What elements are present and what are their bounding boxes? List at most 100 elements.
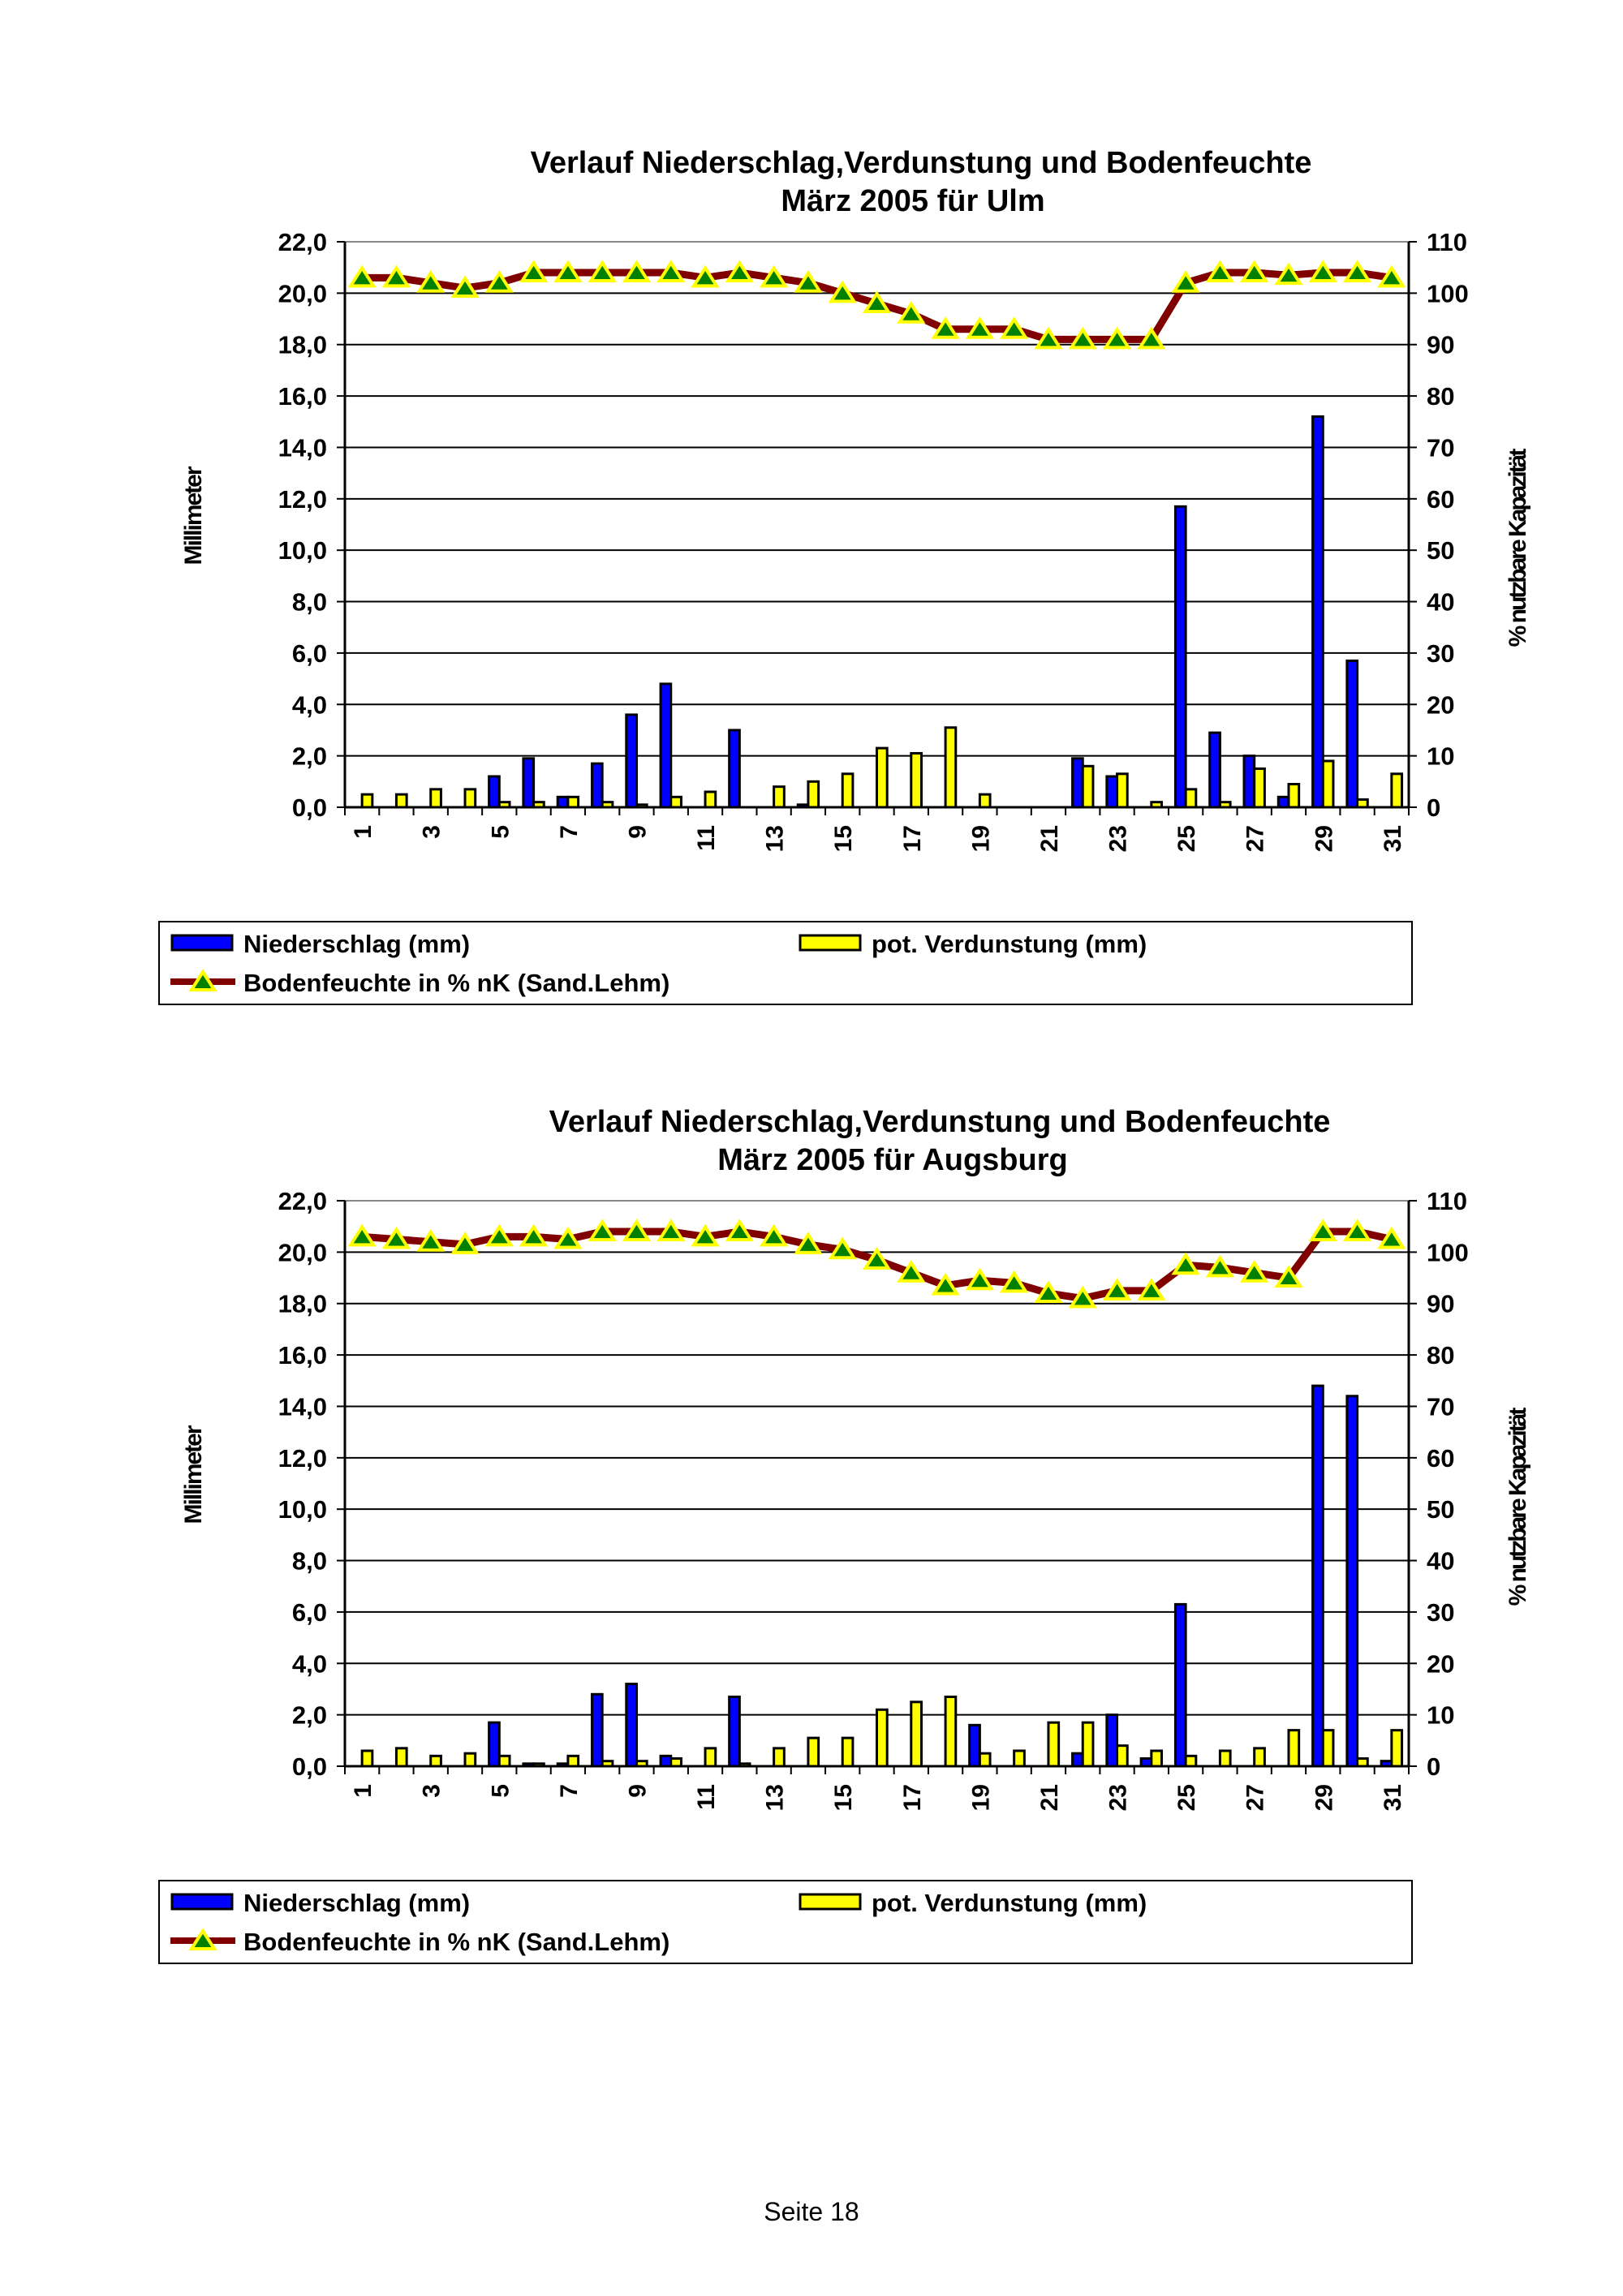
soil-moisture-marker <box>381 264 411 288</box>
precip-bar <box>659 1754 673 1768</box>
y-tick-label: 8,0 <box>292 588 327 617</box>
evap-bar <box>1253 1747 1266 1768</box>
evap-bar <box>738 1762 751 1768</box>
soil-moisture-marker <box>1068 326 1097 350</box>
x-tick-label: 1 <box>350 1784 377 1798</box>
precip-bar <box>1105 1713 1119 1768</box>
soil-moisture-marker <box>347 264 377 288</box>
precip-bar <box>488 775 501 809</box>
evap-bar <box>394 793 408 809</box>
precip-bar <box>659 682 673 809</box>
soil-moisture-marker <box>965 1267 995 1291</box>
legend-swatch-evap <box>799 1893 862 1911</box>
precip-bar <box>1071 1752 1084 1768</box>
precip-bar <box>1311 1384 1324 1768</box>
legend-swatch-evap <box>799 934 862 952</box>
evap-bar <box>601 1760 614 1768</box>
chart-title-line2: März 2005 für Ulm <box>781 184 1044 218</box>
chart-title-line2: März 2005 für Augsburg <box>717 1143 1067 1177</box>
evap-bar <box>497 1754 511 1768</box>
y-tick-label: 2,0 <box>292 742 327 771</box>
y-tick-label: 20,0 <box>278 1238 327 1266</box>
precip-bar <box>590 1692 604 1768</box>
precip-bar <box>556 1762 570 1768</box>
precip-bar <box>556 795 570 809</box>
x-tick-label: 3 <box>419 825 446 839</box>
soil-moisture-marker <box>1308 260 1337 283</box>
evap-bar <box>1047 1721 1061 1768</box>
y-tick-label: 2,0 <box>292 1701 327 1730</box>
soil-moisture-marker <box>965 316 995 339</box>
precip-bar <box>522 1762 536 1768</box>
evap-bar <box>773 785 786 809</box>
y-tick-label: 10,0 <box>278 1495 327 1524</box>
y2-tick-label: 50 <box>1427 536 1454 565</box>
y2-axis-title: % nutzbare Kapazität <box>1505 1408 1531 1606</box>
precip-bar <box>728 729 741 809</box>
x-tick-label: 29 <box>1311 1784 1337 1811</box>
y-axis-title: Millimeter <box>180 1425 207 1524</box>
evap-bar <box>635 1760 648 1768</box>
soil-moisture-marker <box>1240 260 1269 283</box>
x-tick-label: 21 <box>1036 825 1063 852</box>
y2-tick-label: 0 <box>1427 793 1440 822</box>
soil-moisture-marker <box>1137 1278 1166 1301</box>
x-tick-label: 31 <box>1380 825 1406 852</box>
soil-moisture-marker <box>484 269 514 293</box>
soil-moisture-marker <box>862 290 892 314</box>
x-tick-label: 25 <box>1173 1784 1200 1811</box>
y-tick-label: 20,0 <box>278 279 327 307</box>
evap-bar <box>1390 1729 1404 1768</box>
evap-bar <box>669 1756 682 1768</box>
soil-moisture-marker <box>1000 1270 1029 1293</box>
soil-moisture-marker <box>1137 326 1166 350</box>
y-tick-label: 4,0 <box>292 690 327 719</box>
x-tick-label: 13 <box>762 825 789 852</box>
soil-moisture-marker <box>519 1223 549 1247</box>
precip-bar <box>796 803 810 809</box>
x-tick-label: 23 <box>1105 825 1132 852</box>
soil-moisture-marker <box>1102 1278 1132 1301</box>
evap-bar <box>1356 1756 1369 1768</box>
soil-moisture-marker <box>381 1226 411 1249</box>
soil-moisture-marker <box>1308 1219 1337 1242</box>
soil-moisture-marker <box>1205 1254 1235 1278</box>
y2-tick-label: 90 <box>1427 1290 1454 1318</box>
evap-bar <box>807 780 820 809</box>
evap-bar <box>1081 1721 1095 1768</box>
evap-bar <box>1390 772 1404 809</box>
precip-bar <box>590 762 604 809</box>
y-tick-label: 16,0 <box>278 1341 327 1369</box>
soil-moisture-marker <box>759 1223 789 1247</box>
soil-moisture-marker <box>794 1232 823 1254</box>
soil-moisture-marker <box>1068 1285 1097 1309</box>
y2-tick-label: 90 <box>1427 331 1454 359</box>
soil-moisture-marker <box>1342 260 1372 283</box>
evap-bar <box>704 1747 717 1768</box>
legend-label-evap: pot. Verdunstung (mm) <box>872 930 1147 958</box>
legend-box <box>158 921 1413 1005</box>
y-tick-label: 0,0 <box>292 793 327 822</box>
x-tick-label: 9 <box>624 1784 651 1798</box>
evap-bar <box>841 1736 855 1768</box>
precip-bar <box>1276 795 1290 809</box>
y2-tick-label: 100 <box>1427 279 1469 307</box>
y2-tick-label: 30 <box>1427 639 1454 668</box>
evap-bar <box>463 1752 477 1768</box>
y2-tick-label: 10 <box>1427 1701 1454 1730</box>
y2-tick-label: 80 <box>1427 382 1454 411</box>
precip-bar <box>1242 755 1256 809</box>
soil-moisture-marker <box>450 275 480 299</box>
evap-bar <box>841 772 855 809</box>
y-tick-label: 12,0 <box>278 1444 327 1473</box>
evap-bar <box>394 1747 408 1768</box>
y-tick-label: 18,0 <box>278 331 327 359</box>
evap-bar <box>1287 1729 1301 1768</box>
y2-tick-label: 70 <box>1427 1392 1454 1421</box>
legend-marker-soil <box>188 1928 217 1950</box>
soil-moisture-marker <box>1377 264 1406 288</box>
soil-moisture-marker <box>725 1219 754 1242</box>
evap-bar <box>876 746 889 809</box>
soil-moisture-marker <box>1274 262 1303 286</box>
soil-moisture-marker <box>588 1219 617 1242</box>
